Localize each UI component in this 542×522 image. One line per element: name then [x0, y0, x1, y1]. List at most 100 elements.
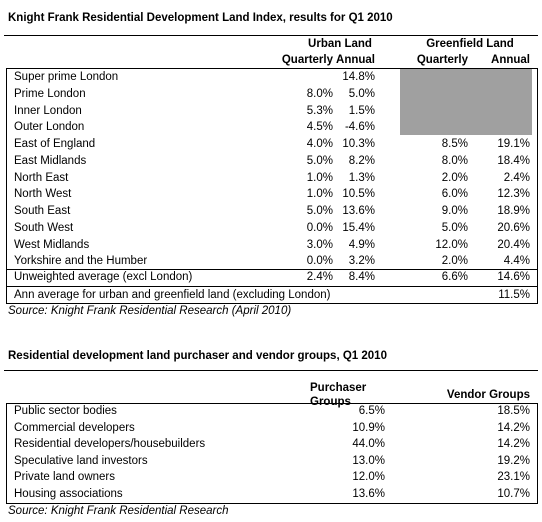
group-header: Greenfield Land — [426, 38, 514, 50]
cell-value: 1.3% — [348, 171, 375, 184]
rule — [6, 403, 538, 404]
cell-value: 14.2% — [497, 438, 530, 451]
table-title: Residential development land purchaser a… — [8, 350, 387, 362]
cell-value: 2.4% — [503, 171, 530, 184]
row-label: Inner London — [14, 104, 82, 117]
row-label: Residential developers/housebuilders — [14, 438, 206, 451]
row-label: Commercial developers — [14, 421, 135, 434]
cell-value: 1.0% — [306, 188, 333, 201]
cell-value: 1.5% — [348, 104, 375, 117]
cell-value: 11.5% — [498, 289, 530, 301]
row-label: Private land owners — [14, 471, 115, 484]
row-label: Outer London — [14, 121, 85, 134]
cell-value: 18.9% — [497, 205, 530, 217]
cell-value: 20.4% — [497, 238, 530, 251]
cell-value: 6.6% — [441, 271, 468, 283]
row-label: Super prime London — [14, 71, 119, 83]
cell-value: 19.2% — [497, 454, 530, 467]
row-label: South East — [14, 205, 71, 217]
cell-value: 3.2% — [348, 255, 375, 268]
cell-value: 8.5% — [441, 138, 468, 150]
cell-value: 4.5% — [306, 121, 333, 134]
row-label: East of England — [14, 138, 96, 150]
rule — [6, 503, 538, 504]
cell-value: 19.1% — [497, 138, 530, 150]
cell-value: 12.3% — [497, 188, 530, 201]
cell-value: 13.6% — [352, 488, 385, 500]
table-title: Knight Frank Residential Development Lan… — [8, 12, 393, 24]
row-label: North East — [14, 171, 69, 184]
row-label: North West — [14, 188, 72, 201]
cell-value: 4.0% — [306, 138, 333, 150]
column-header: Vendor Groups — [446, 389, 530, 401]
cell-value: 5.3% — [306, 104, 333, 117]
cell-value: 10.3% — [342, 138, 375, 150]
cell-value: 20.6% — [497, 221, 530, 234]
cell-value: 5.0% — [441, 221, 468, 234]
rule — [6, 269, 538, 270]
source-note: Source: Knight Frank Residential Researc… — [8, 305, 292, 317]
cell-value: 9.0% — [441, 205, 468, 217]
cell-value: 10.7% — [497, 488, 530, 500]
cell-value: 6.5% — [358, 405, 385, 417]
row-label: Ann average for urban and greenfield lan… — [14, 289, 331, 301]
column-header: Annual — [491, 54, 530, 66]
rule — [6, 68, 538, 69]
cell-value: 14.8% — [342, 71, 375, 83]
source-note: Source: Knight Frank Residential Researc… — [8, 505, 229, 517]
cell-value: 3.0% — [306, 238, 333, 251]
row-label: Public sector bodies — [14, 405, 117, 417]
row-label: Speculative land investors — [14, 454, 148, 467]
cell-value: 8.4% — [348, 271, 375, 283]
cell-value: 44.0% — [352, 438, 385, 451]
rule — [4, 370, 538, 371]
column-header: Purchaser Groups — [310, 382, 367, 408]
cell-value: 10.5% — [342, 188, 375, 201]
row-label: Prime London — [14, 87, 86, 100]
cell-value: 12.0% — [435, 238, 468, 251]
cell-value: 4.4% — [503, 255, 530, 268]
cell-value: 0.0% — [306, 221, 333, 234]
column-header: Annual — [336, 54, 375, 66]
rule — [6, 286, 538, 287]
row-label: Yorkshire and the Humber — [14, 255, 148, 268]
cell-value: 18.4% — [497, 154, 530, 167]
cell-value: 5.0% — [306, 205, 333, 217]
cell-value: 12.0% — [352, 471, 385, 484]
cell-value: 14.6% — [497, 271, 530, 283]
cell-value: 18.5% — [497, 405, 530, 417]
cell-value: 5.0% — [348, 87, 375, 100]
cell-value: -4.6% — [344, 121, 375, 134]
cell-value: 4.9% — [348, 238, 375, 251]
cell-value: 6.0% — [441, 188, 468, 201]
cell-value: 1.0% — [306, 171, 333, 184]
rule — [6, 68, 7, 303]
cell-value: 8.0% — [441, 154, 468, 167]
rule — [6, 303, 538, 304]
cell-value: 15.4% — [342, 221, 375, 234]
rule — [6, 403, 7, 503]
cell-value: 2.4% — [306, 271, 333, 283]
row-label: Housing associations — [14, 488, 123, 500]
cell-value: 8.0% — [306, 87, 333, 100]
rule — [537, 403, 538, 503]
cell-value: 2.0% — [441, 171, 468, 184]
row-label: Unweighted average (excl London) — [14, 271, 193, 283]
column-header: Quarterly — [281, 54, 333, 66]
rule — [4, 35, 538, 36]
grey-block — [400, 69, 532, 135]
column-header: Quarterly — [416, 54, 468, 66]
rule — [537, 68, 538, 303]
row-label: East Midlands — [14, 154, 87, 167]
cell-value: 2.0% — [441, 255, 468, 268]
cell-value: 13.0% — [352, 454, 385, 467]
cell-value: 5.0% — [306, 154, 333, 167]
row-label: West Midlands — [14, 238, 90, 251]
cell-value: 0.0% — [306, 255, 333, 268]
cell-value: 10.9% — [352, 421, 385, 434]
cell-value: 8.2% — [348, 154, 375, 167]
cell-value: 23.1% — [497, 471, 530, 484]
cell-value: 14.2% — [497, 421, 530, 434]
group-header: Urban Land — [308, 38, 372, 50]
